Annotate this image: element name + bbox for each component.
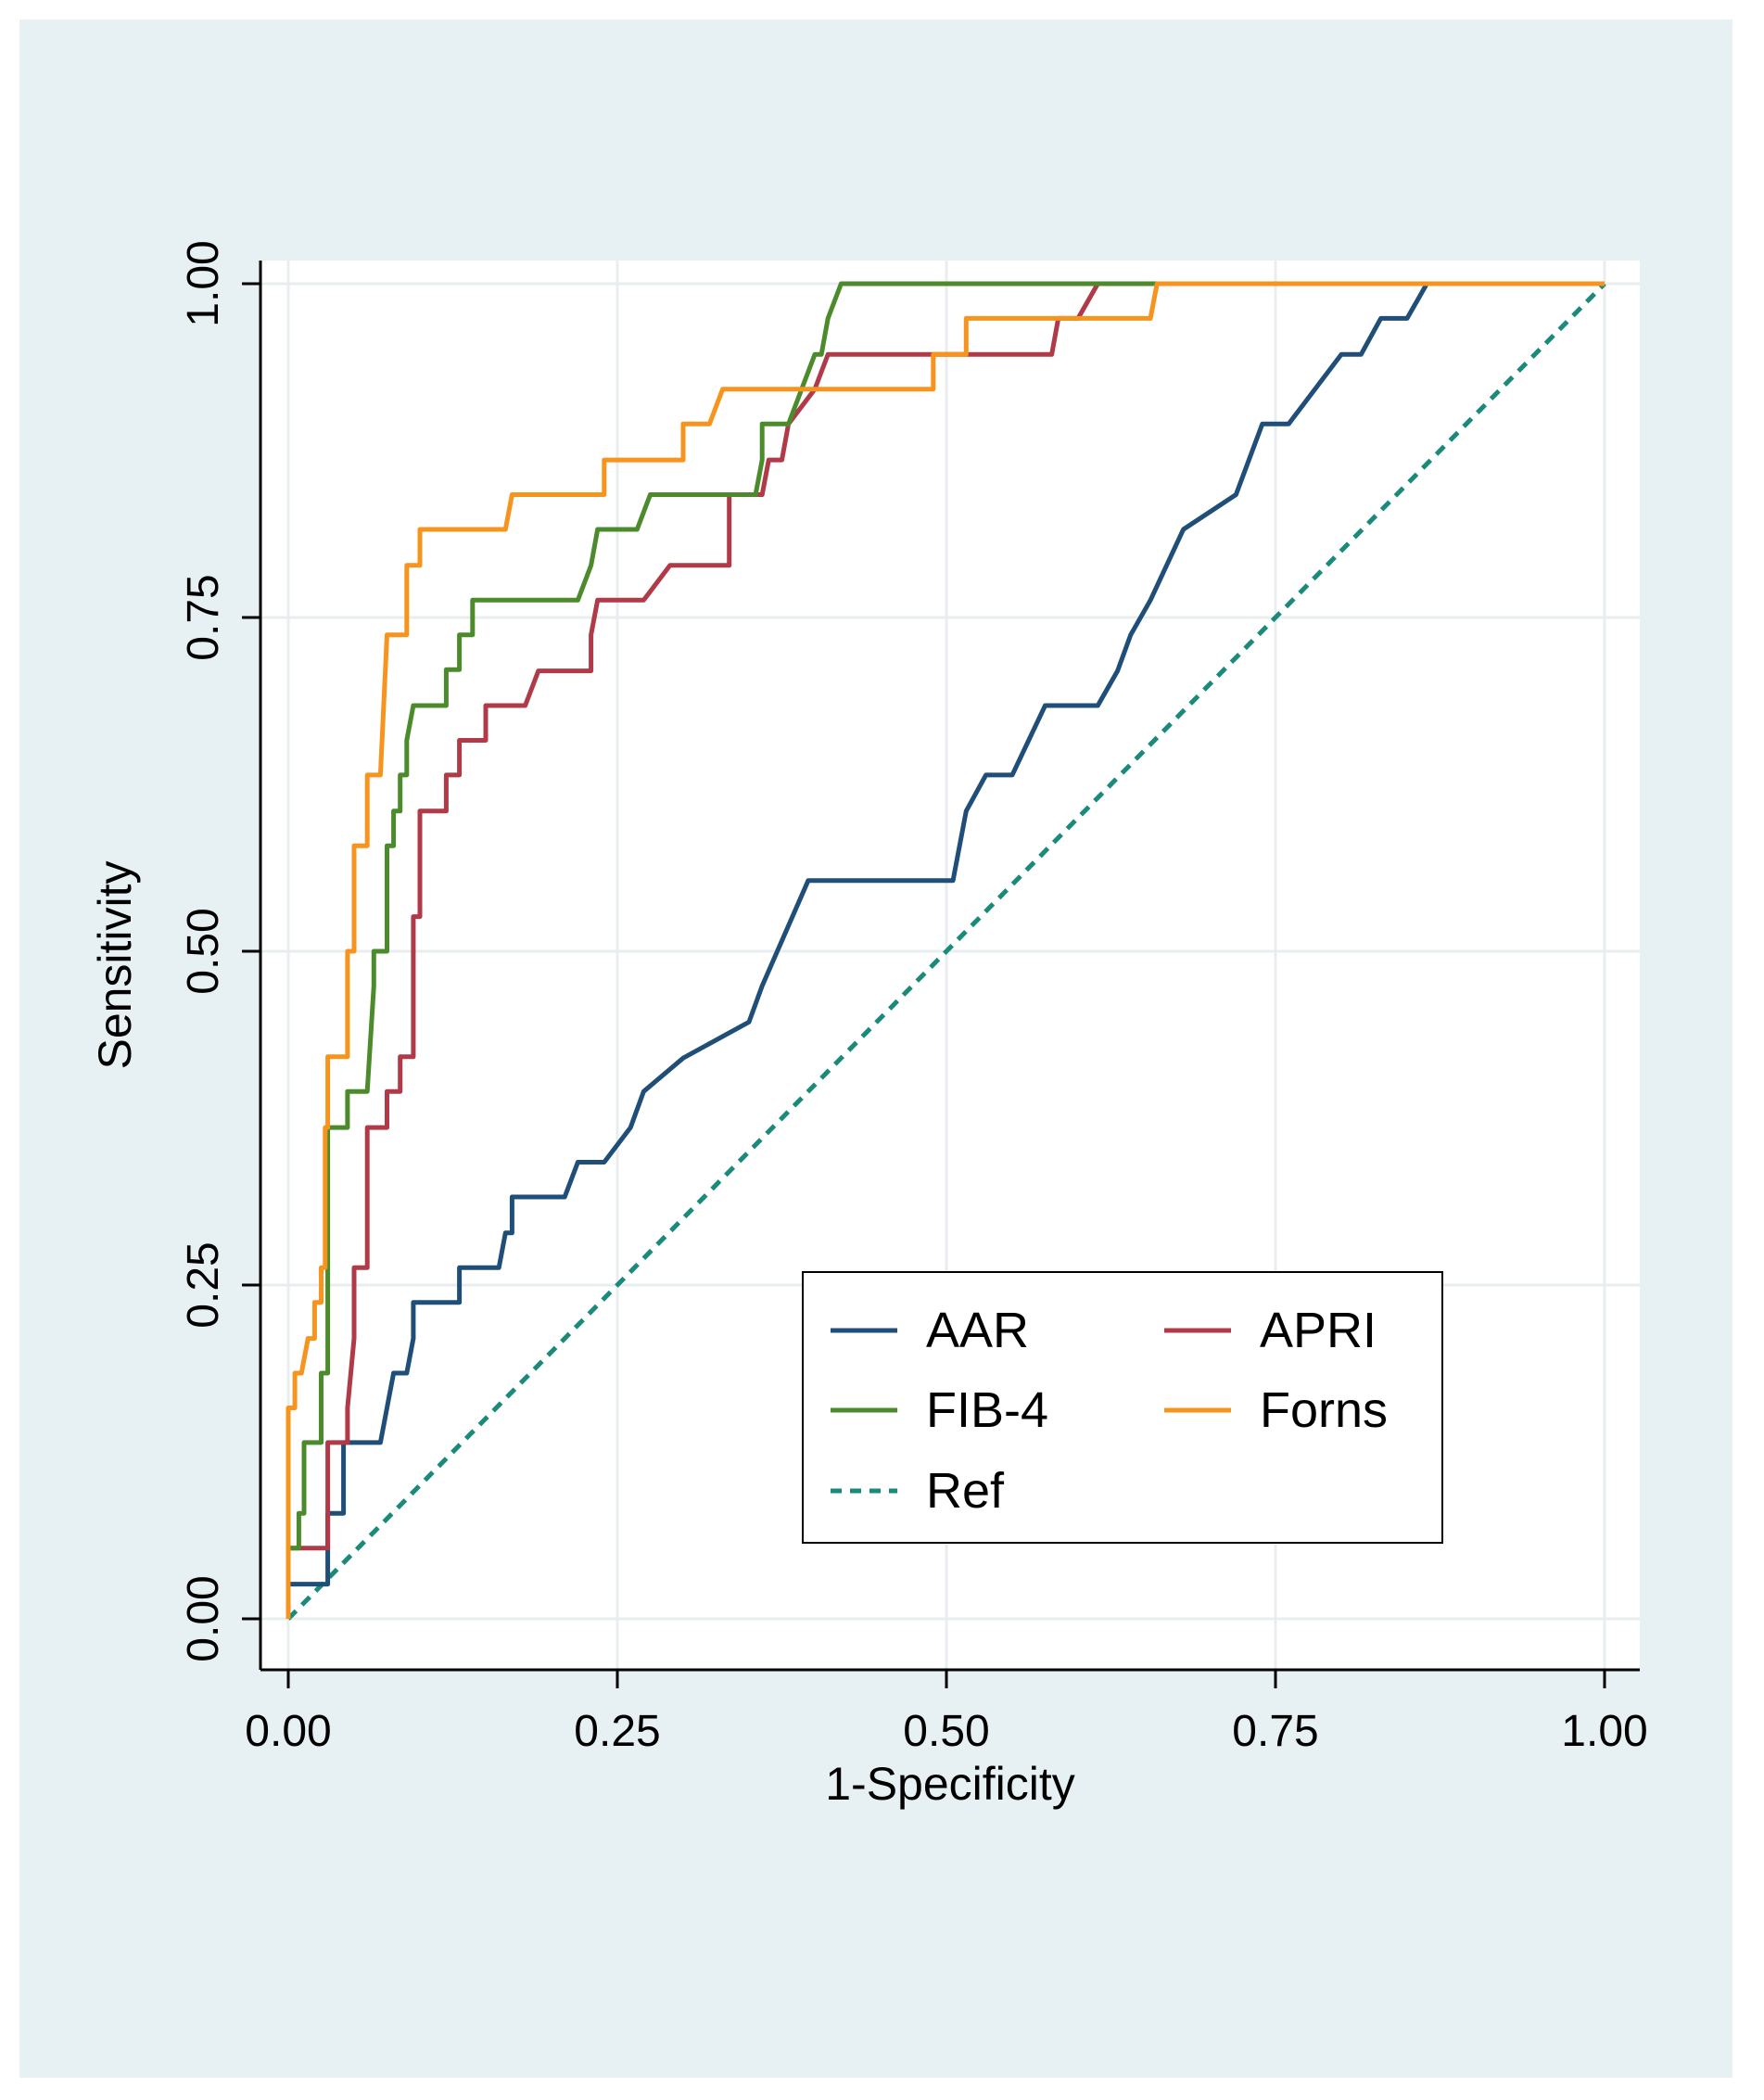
series-lines: [286, 281, 1606, 1621]
y-tick-label: 1.00: [179, 240, 228, 326]
x-axis-title: 1-Specificity: [825, 1758, 1075, 1810]
ticks: 0.00 0.25 0.50 0.75 1.00 0.00 0.25 0.50 0.75 1.00: [179, 240, 1648, 1756]
legend: AAR APRI FIB-4 Forns Ref: [802, 1271, 1443, 1544]
axes: [259, 261, 1640, 1672]
x-tick-label: 0.75: [1232, 1707, 1318, 1756]
series-line-forns: [286, 281, 1605, 1619]
series-line-apri: [286, 281, 1605, 1619]
y-tick-label: 0.25: [179, 1241, 228, 1328]
legend-label-aar: AAR: [926, 1303, 1029, 1358]
roc-chart: 0.00 0.25 0.50 0.75 1.00 0.00 0.25 0.50 0.75 1.00…: [89, 240, 1648, 1810]
x-tick-label: 0.25: [574, 1707, 660, 1756]
chart-frame: 0.00 0.25 0.50 0.75 1.00 0.00 0.25 0.50 0.75 1.00…: [19, 19, 1732, 2078]
legend-label-apri: APRI: [1260, 1303, 1377, 1358]
x-tick-label: 0.50: [903, 1707, 989, 1756]
y-tick-label: 0.50: [179, 908, 228, 994]
legend-label-fib4: FIB-4: [926, 1382, 1048, 1438]
y-axis-title: Sensitivity: [89, 860, 141, 1069]
x-tick-label: 1.00: [1561, 1707, 1647, 1756]
y-tick-label: 0.75: [179, 574, 228, 660]
legend-box: [802, 1271, 1443, 1544]
series-line-fib4: [286, 281, 1605, 1619]
series-line-aar: [286, 281, 1605, 1619]
x-tick-label: 0.00: [245, 1707, 331, 1756]
legend-label-forns: Forns: [1260, 1382, 1388, 1438]
series-line-ref: [286, 282, 1606, 1621]
legend-label-ref: Ref: [926, 1463, 1005, 1519]
y-tick-label: 0.00: [179, 1575, 228, 1661]
